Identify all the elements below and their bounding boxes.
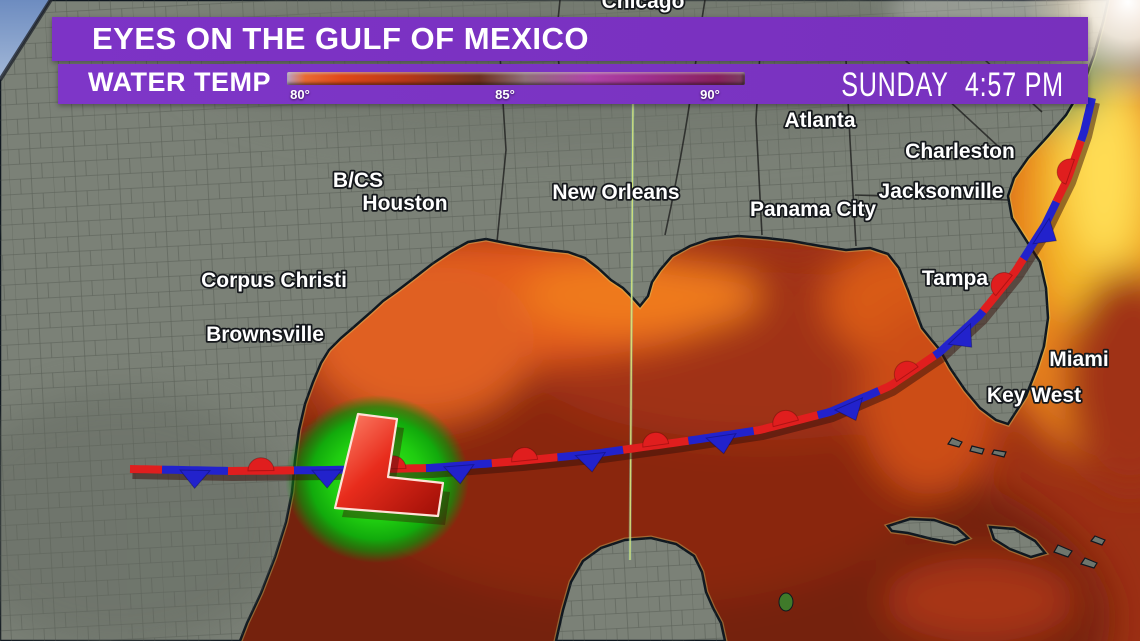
scale-tick: 85° <box>495 87 515 102</box>
city-labels: Chicago Atlanta Charleston JacksonvillePana… <box>199 0 1110 409</box>
scale-tick: 80° <box>290 87 310 102</box>
stationary-front <box>129 97 1100 490</box>
low-pressure-symbol <box>333 412 450 525</box>
city-label-charleston: Charleston <box>905 140 1015 163</box>
city-label-houston: Houston <box>362 192 447 215</box>
scale-tick: 90° <box>700 87 720 102</box>
city-label-chicago: Chicago <box>602 0 685 13</box>
city-label-atlanta: Atlanta <box>784 109 855 132</box>
city-label-jacksonville: Jacksonville <box>879 180 1004 203</box>
time-label: 4:57 PM <box>965 66 1064 104</box>
temperature-scale-bar <box>287 72 745 85</box>
islands <box>947 437 1106 569</box>
city-label-corpus-christi: Corpus Christi <box>201 269 347 292</box>
city-label-miami: Miami <box>1049 348 1109 371</box>
water-temp-label: WATER TEMP <box>88 67 271 97</box>
city-label-panama-city: Panama City <box>750 198 876 221</box>
day-label: SUNDAY <box>841 66 949 104</box>
city-label-new-orleans: New Orleans <box>552 181 679 204</box>
page-title: EYES ON THE GULF OF MEXICO <box>92 21 589 56</box>
graticule-line <box>628 97 635 561</box>
subtitle-banner: WATER TEMP 80° 85° 90° SUNDAY 4:57 PM <box>58 64 1088 104</box>
low-pressure-letter <box>333 412 445 518</box>
timestamp: SUNDAY 4:57 PM <box>841 66 1064 105</box>
city-label-key-west: Key West <box>987 384 1081 407</box>
title-banner: EYES ON THE GULF OF MEXICO <box>52 17 1088 61</box>
city-label-tampa: Tampa <box>922 267 988 290</box>
city-label-brownsville: Brownsville <box>206 323 324 346</box>
city-label-b-cs: B/CS <box>333 169 383 192</box>
